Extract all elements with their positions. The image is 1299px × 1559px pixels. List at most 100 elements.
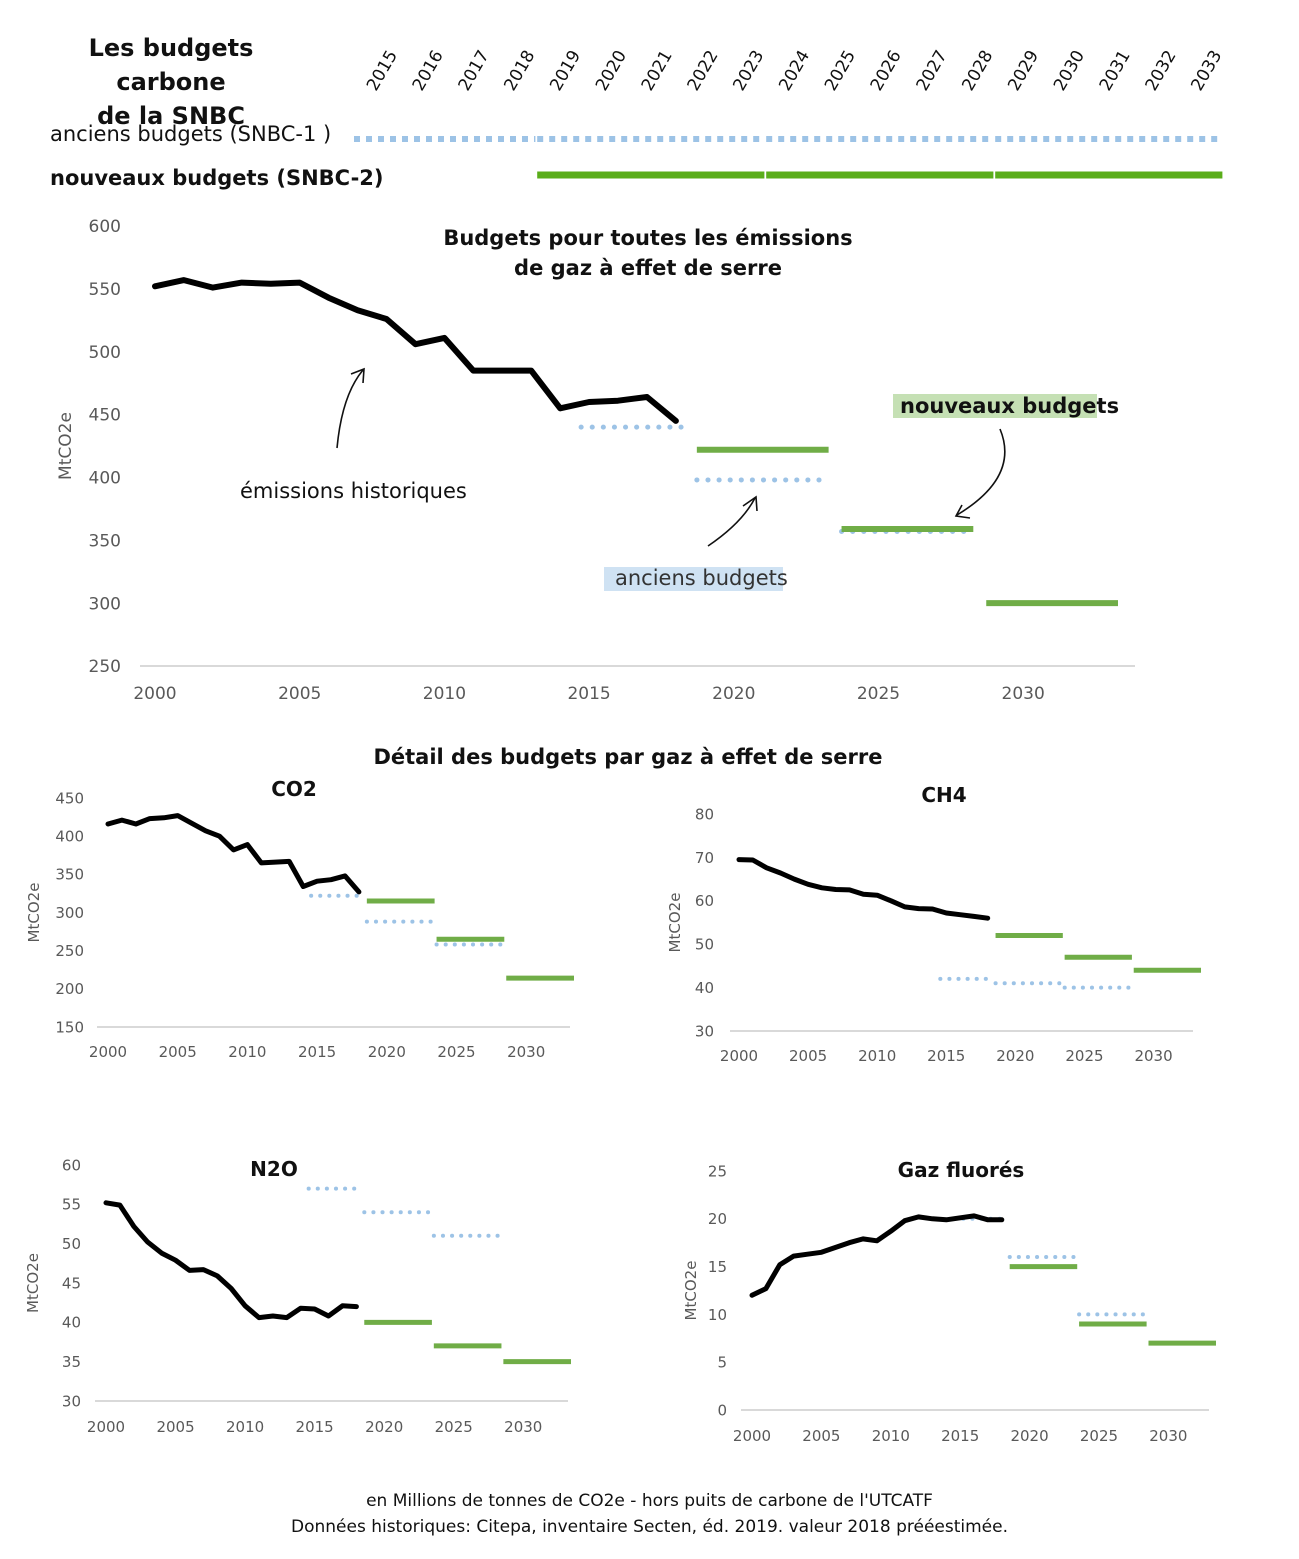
- annotation-new-budgets: nouveaux budgets: [900, 394, 1120, 418]
- x-tick-label: 2005: [802, 1427, 840, 1445]
- historical-emissions-line: [105, 813, 362, 895]
- arrow-new-budgets: [956, 428, 1006, 516]
- y-tick-label: 55: [62, 1196, 81, 1214]
- timeline-year-label: 2026: [867, 47, 906, 94]
- chart-ch4: 30 40 50 60 70 80 2000 2005 2010 2015 2020 2025 2030…: [666, 805, 1201, 1065]
- y-tick-label: 60: [695, 892, 714, 910]
- x-tick-label: 2020: [365, 1418, 403, 1436]
- y-axis-label: MtCO2e: [666, 893, 684, 953]
- x-tick-label: 2005: [278, 684, 321, 704]
- timeline-year-label: 2024: [775, 47, 814, 94]
- y-tick-label: 30: [62, 1392, 81, 1410]
- section-title: Détail des budgets par gaz à effet de se…: [373, 745, 883, 769]
- main-title: Les budgets carbone de la SNBC: [40, 31, 302, 133]
- x-tick-label: 2030: [504, 1418, 542, 1436]
- x-tick-label: 2010: [226, 1418, 264, 1436]
- y-axis-label: MtCO2e: [682, 1261, 700, 1321]
- y-tick-label: 50: [62, 1235, 81, 1253]
- y-tick-label: 80: [695, 805, 714, 823]
- y-tick-label: 60: [62, 1156, 81, 1174]
- footer-line1: en Millions de tonnes de CO2e - hors pui…: [366, 1491, 933, 1511]
- timeline-year-label: 2033: [1187, 47, 1226, 94]
- x-tick-label: 2005: [156, 1418, 194, 1436]
- period-timeline: 2015 2016 2017 2018 2019 2020 2021 2022 2023 2024…: [354, 47, 1226, 179]
- old-budgets-legend-label: anciens budgets (SNBC-1 ): [50, 122, 332, 146]
- y-tick-label: 40: [62, 1314, 81, 1332]
- y-tick-label: 35: [62, 1353, 81, 1371]
- x-tick-label: 2020: [996, 1047, 1034, 1065]
- x-tick-label: 2025: [435, 1418, 473, 1436]
- y-axis-label: MtCO2e: [24, 1253, 42, 1313]
- x-tick-label: 2010: [228, 1043, 266, 1061]
- y-axis-label: MtCO2e: [56, 412, 76, 480]
- y-tick-label: 5: [717, 1354, 727, 1372]
- chart-n2o-title: N2O: [250, 1157, 298, 1181]
- y-tick-label: 250: [89, 657, 121, 677]
- y-tick-label: 25: [708, 1162, 727, 1180]
- y-tick-label: 45: [62, 1274, 81, 1292]
- y-tick-label: 15: [708, 1258, 727, 1276]
- arrow-historical: [336, 369, 364, 449]
- chart-ch4-title: CH4: [921, 783, 967, 807]
- y-tick-label: 600: [89, 217, 121, 237]
- y-tick-label: 300: [55, 904, 84, 922]
- arrow-historical-head: [350, 367, 365, 384]
- historical-emissions-line: [749, 1213, 1005, 1298]
- x-tick-label: 2025: [1080, 1427, 1118, 1445]
- annotation-old-budgets-highlight: [604, 567, 783, 591]
- x-tick-label: 2030: [507, 1043, 545, 1061]
- x-tick-label: 2015: [298, 1043, 336, 1061]
- y-tick-label: 200: [55, 980, 84, 998]
- timeline-year-label: 2028: [958, 47, 997, 94]
- x-tick-label: 2000: [133, 684, 176, 704]
- y-tick-label: 10: [708, 1306, 727, 1324]
- timeline-year-label: 2021: [638, 47, 677, 94]
- x-tick-label: 2025: [437, 1043, 475, 1061]
- y-tick-label: 70: [695, 849, 714, 867]
- x-tick-label: 2020: [1010, 1427, 1048, 1445]
- y-tick-label: 500: [89, 343, 121, 363]
- timeline-year-label: 2018: [500, 47, 539, 94]
- x-tick-label: 2030: [1002, 684, 1045, 704]
- chart-total: 250 300 350 400 450 500 550 600 2000 2005 2010 2015…: [56, 217, 1135, 704]
- x-tick-label: 2025: [857, 684, 900, 704]
- y-tick-label: 350: [89, 531, 121, 551]
- footer: en Millions de tonnes de CO2e - hors pui…: [0, 1488, 1299, 1540]
- y-tick-label: 150: [55, 1018, 84, 1036]
- timeline-year-label: 2016: [409, 47, 448, 94]
- timeline-year-label: 2030: [1050, 47, 1089, 94]
- chart-fgas-title: Gaz fluorés: [897, 1158, 1025, 1182]
- timeline-year-label: 2032: [1142, 47, 1181, 94]
- y-tick-label: 400: [55, 828, 84, 846]
- footer-line2: Données historiques: Citepa, inventaire …: [290, 1517, 1008, 1537]
- timeline-year-label: 2019: [546, 47, 585, 94]
- x-tick-label: 2000: [87, 1418, 125, 1436]
- chart-co2: 150 200 250 300 350 400 450 2000 2005 2010 2015 202…: [25, 789, 574, 1061]
- x-tick-label: 2000: [733, 1427, 771, 1445]
- chart-total-title-line1: Budgets pour toutes les émissions: [443, 226, 853, 250]
- timeline-year-label: 2029: [1004, 47, 1043, 94]
- y-tick-label: 300: [89, 594, 121, 614]
- y-tick-label: 30: [695, 1022, 714, 1040]
- historical-emissions-line: [152, 277, 679, 424]
- timeline-year-label: 2023: [729, 47, 768, 94]
- annotation-new-budgets-highlight: [893, 394, 1097, 418]
- y-tick-label: 550: [89, 280, 121, 300]
- main-title-line2: de la SNBC: [97, 102, 245, 130]
- y-tick-label: 450: [89, 406, 121, 426]
- timeline-year-label: 2017: [455, 47, 494, 94]
- timeline-year-label: 2015: [363, 47, 402, 94]
- y-tick-label: 20: [708, 1210, 727, 1228]
- chart-co2-title: CO2: [271, 777, 317, 801]
- chart-n2o: 30 35 40 45 50 55 60 2000 2005 2010 2015 2020 2025 20…: [24, 1156, 571, 1436]
- main-title-line1: Les budgets carbone: [88, 34, 254, 96]
- y-tick-label: 50: [695, 936, 714, 954]
- timeline-year-label: 2027: [913, 47, 952, 94]
- y-tick-label: 400: [89, 469, 121, 489]
- x-tick-label: 2020: [712, 684, 755, 704]
- timeline-year-label: 2031: [1096, 47, 1135, 94]
- y-tick-label: 250: [55, 942, 84, 960]
- annotation-historical: émissions historiques: [240, 479, 467, 503]
